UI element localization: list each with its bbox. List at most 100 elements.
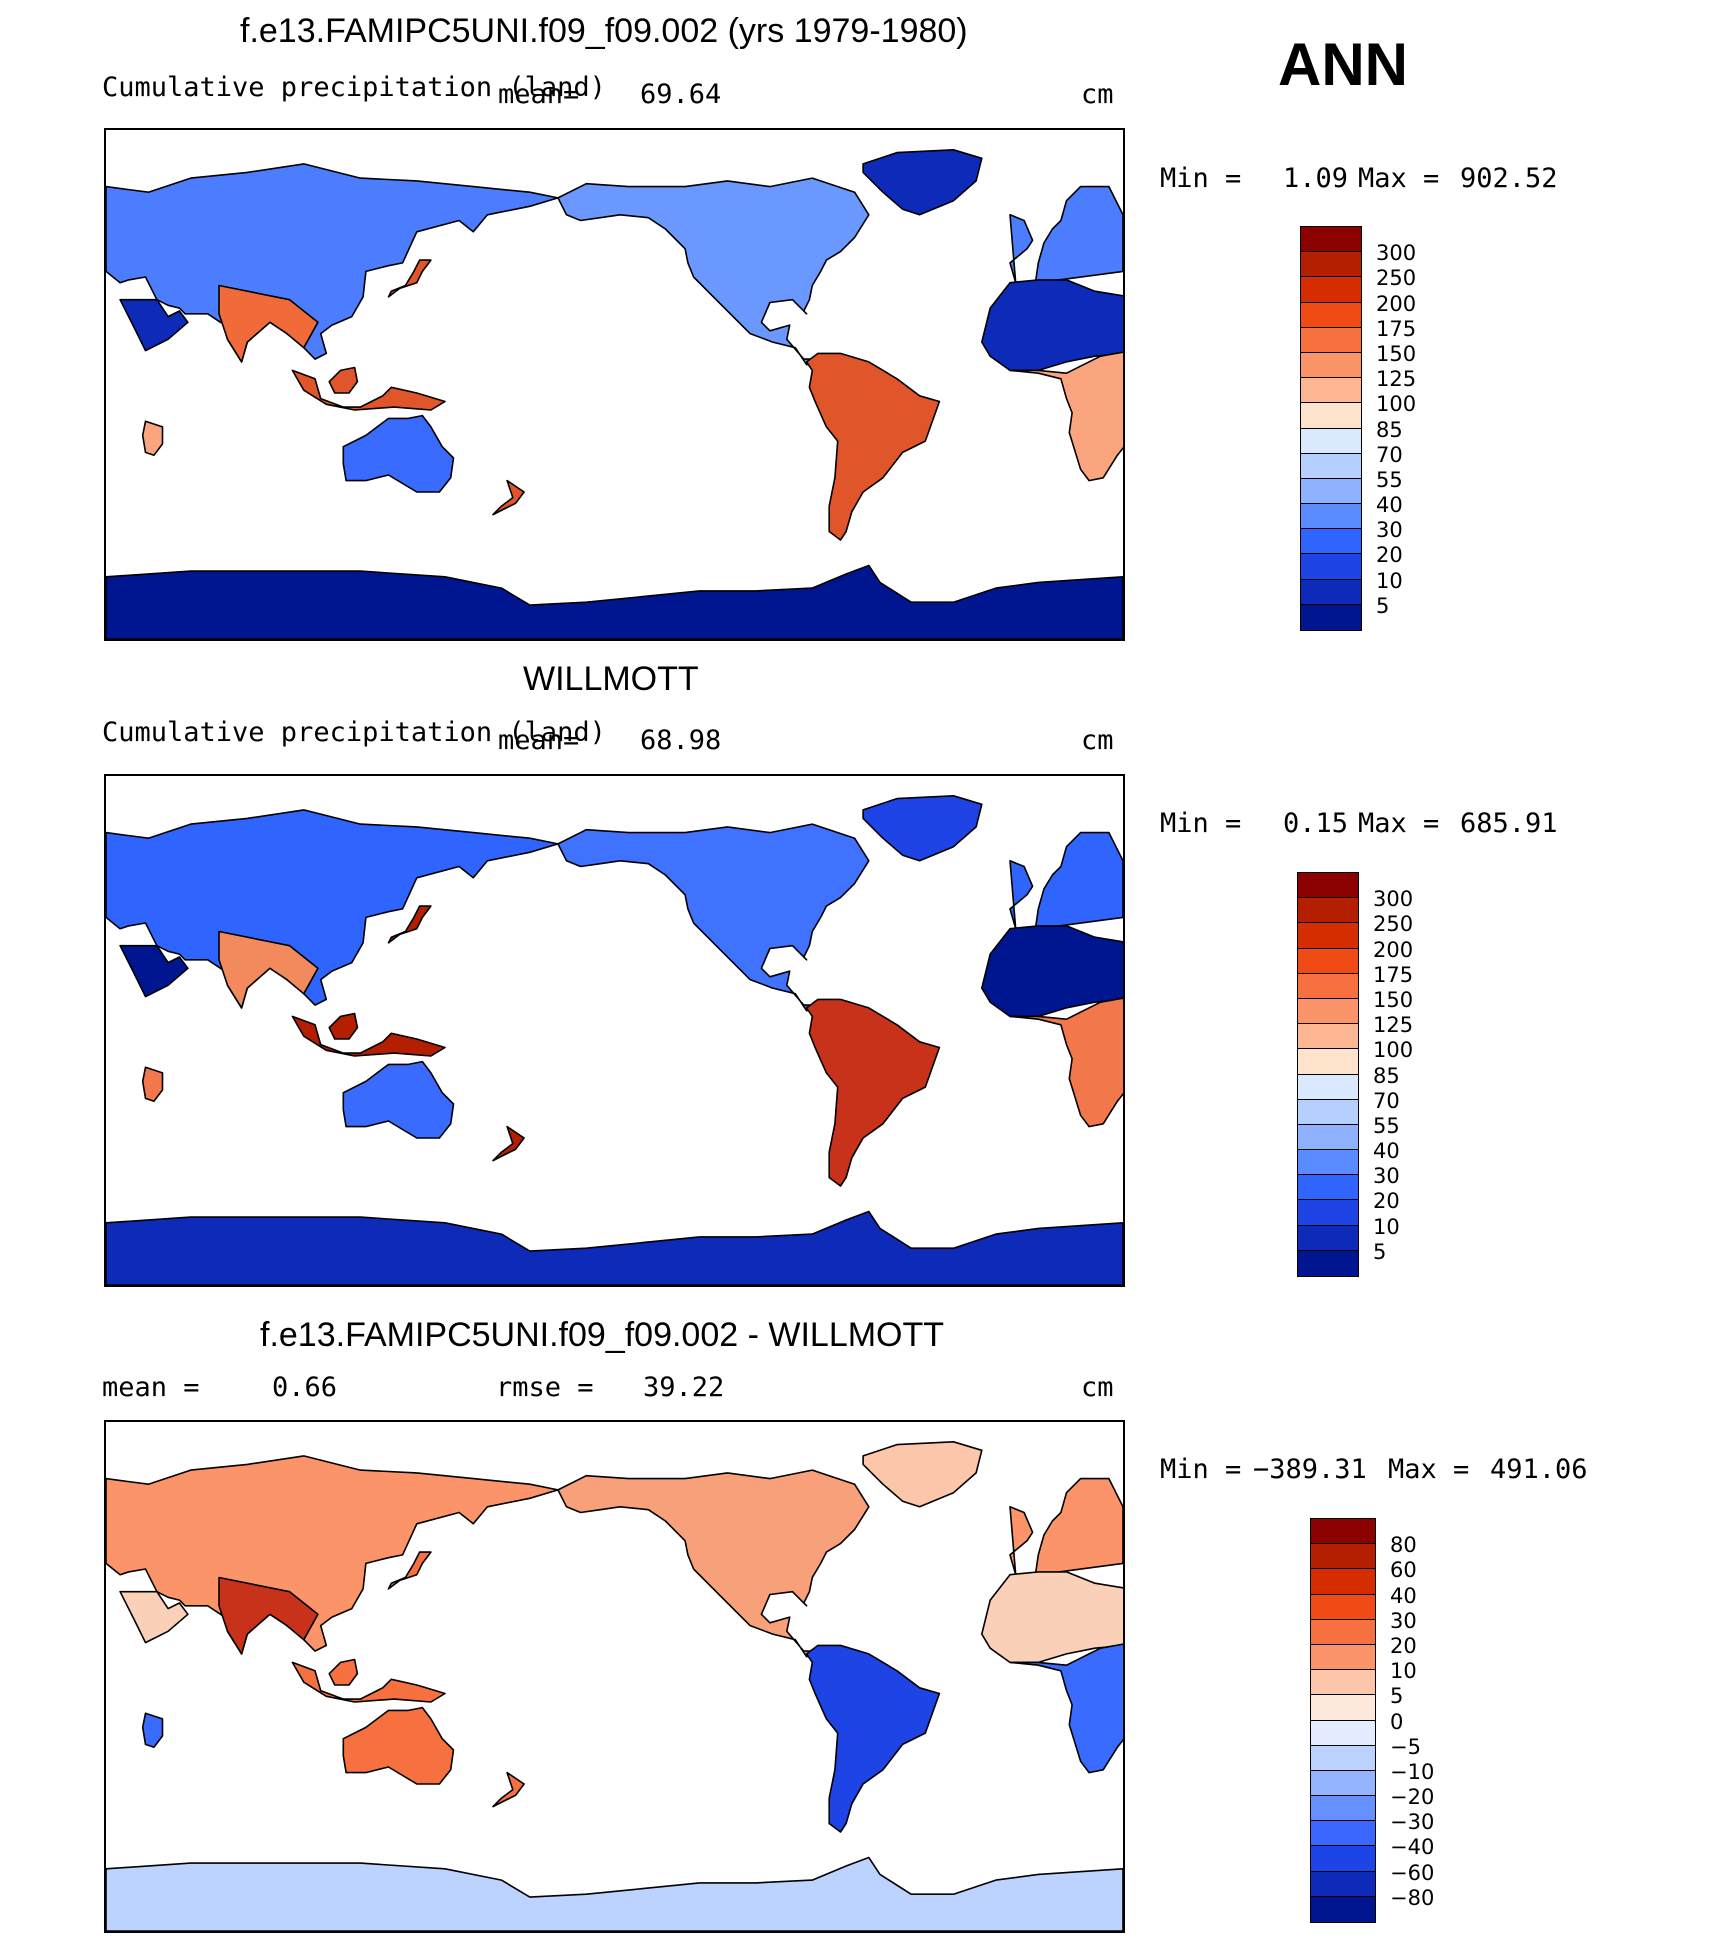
colorbar-swatch (1301, 327, 1361, 353)
colorbar-swatch (1311, 1670, 1375, 1696)
north-america (557, 1469, 870, 1658)
panel2-max-label: Max = (1358, 808, 1440, 839)
australia (342, 1706, 455, 1785)
colorbar-swatch (1301, 529, 1361, 555)
panel3-mean-label: mean = (102, 1372, 200, 1403)
antarctica (106, 1856, 1123, 1931)
colorbar-tick-label: 10 (1376, 568, 1403, 593)
panel1-min-label: Min = (1160, 163, 1242, 194)
colorbar-swatch (1298, 973, 1358, 999)
colorbar-swatch (1311, 1695, 1375, 1721)
colorbar-swatch (1298, 1150, 1358, 1176)
arabia (119, 944, 189, 998)
panel1-mean-value: 69.64 (640, 79, 722, 110)
south-asia (218, 930, 319, 1009)
colorbar-tick-label: 200 (1373, 937, 1414, 962)
colorbar-swatch (1311, 1619, 1375, 1645)
greenland (862, 795, 983, 862)
colorbar-tick-label: 20 (1390, 1633, 1417, 1658)
panel2-units: cm (1081, 725, 1114, 756)
colorbar-tick-label: 40 (1373, 1139, 1400, 1164)
japan (387, 1551, 432, 1590)
panel3-min-value: −389.31 (1253, 1454, 1367, 1485)
colorbar-swatch (1298, 898, 1358, 924)
colorbar-tick-label: 70 (1373, 1088, 1400, 1113)
colorbar-tick-label: 5 (1373, 1239, 1387, 1264)
colorbar-tick-label: 0 (1390, 1709, 1404, 1734)
panel1-title: f.e13.FAMIPC5UNI.f09_f09.002 (yrs 1979-1… (240, 12, 968, 50)
colorbar-tick-label: 30 (1376, 518, 1403, 543)
colorbar-swatch (1311, 1846, 1375, 1872)
panel2-mean-value: 68.98 (640, 725, 722, 756)
panel3-max-label: Max = (1388, 1454, 1470, 1485)
colorbar-swatch (1298, 1049, 1358, 1075)
colorbar-tick-label: −30 (1390, 1810, 1435, 1835)
panel3-min-label: Min = (1160, 1454, 1242, 1485)
maritime-continent (291, 1661, 446, 1703)
colorbar-swatch (1301, 403, 1361, 429)
australia (342, 414, 455, 493)
colorbar-tick-label: 70 (1376, 442, 1403, 467)
south-america (805, 998, 941, 1187)
panel3-map (104, 1420, 1125, 1933)
arabia (119, 1590, 189, 1644)
colorbar-swatch (1301, 453, 1361, 479)
africa-south (1009, 997, 1123, 1128)
colorbar-swatch (1301, 227, 1361, 253)
colorbar-tick-label: 20 (1376, 543, 1403, 568)
colorbar-tick-label: 10 (1373, 1214, 1400, 1239)
colorbar-swatch (1298, 1099, 1358, 1125)
colorbar-swatch (1311, 1644, 1375, 1671)
colorbar-swatch (1311, 1871, 1375, 1897)
colorbar-tick-label: 85 (1373, 1063, 1400, 1088)
europe-west-edge (1009, 831, 1123, 930)
madagascar (141, 1066, 164, 1102)
south-asia (218, 284, 319, 363)
colorbar-tick-label: −20 (1390, 1785, 1435, 1810)
africa-north (981, 925, 1123, 1018)
colorbar-tick-label: 85 (1376, 417, 1403, 442)
europe-west-edge (1009, 185, 1123, 284)
panel1-units: cm (1081, 79, 1114, 110)
panel2-variable-label: Cumulative precipitation (land) (102, 717, 606, 748)
colorbar-swatch (1311, 1745, 1375, 1771)
colorbar-swatch (1298, 1200, 1358, 1226)
panel3-colorbar: 80 60 40 30 20 10 5 0 −5 −10 −20 −30 −40 −60 −80 (1310, 1518, 1434, 1923)
colorbar-tick-label: 20 (1373, 1189, 1400, 1214)
colorbar-tick-label: 100 (1376, 392, 1417, 417)
africa-south (1009, 1643, 1123, 1774)
north-america (557, 177, 870, 366)
colorbar-swatch (1298, 923, 1358, 949)
south-america (805, 1644, 941, 1833)
colorbar-tick-label: 80 (1390, 1533, 1417, 1558)
colorbar-swatch (1298, 998, 1358, 1025)
colorbar-tick-label: 55 (1376, 467, 1403, 492)
colorbar-tick-label: 40 (1390, 1583, 1417, 1608)
colorbar-swatch (1301, 478, 1361, 505)
colorbar-swatch (1298, 873, 1358, 899)
colorbar-tick-label: 300 (1376, 241, 1417, 266)
south-america (805, 352, 941, 541)
borneo (328, 366, 359, 394)
colorbar-swatch (1298, 1250, 1358, 1276)
panel3-max-value: 491.06 (1490, 1454, 1588, 1485)
panel3-rmse-value: 39.22 (643, 1372, 725, 1403)
colorbar-swatch (1298, 1074, 1358, 1100)
colorbar-swatch (1301, 378, 1361, 404)
panel2-colorbar: 300 250 200 175 150 125 100 85 70 55 40 30 20 10 5 (1297, 872, 1413, 1277)
africa-north (981, 1571, 1123, 1664)
maritime-continent (291, 369, 446, 411)
colorbar-swatch (1311, 1796, 1375, 1822)
colorbar-swatch (1301, 554, 1361, 580)
colorbar-tick-label: 60 (1390, 1558, 1417, 1583)
colorbar-swatch (1301, 428, 1361, 454)
greenland (862, 1441, 983, 1508)
colorbar-tick-label: 30 (1390, 1608, 1417, 1633)
japan (387, 905, 432, 944)
colorbar-tick-label: 250 (1376, 266, 1417, 291)
colorbar-tick-label: 250 (1373, 912, 1414, 937)
colorbar-tick-label: 30 (1373, 1164, 1400, 1189)
panel1-max-label: Max = (1358, 163, 1440, 194)
panel2-title: WILLMOTT (523, 660, 699, 698)
colorbar-swatch (1298, 1225, 1358, 1251)
